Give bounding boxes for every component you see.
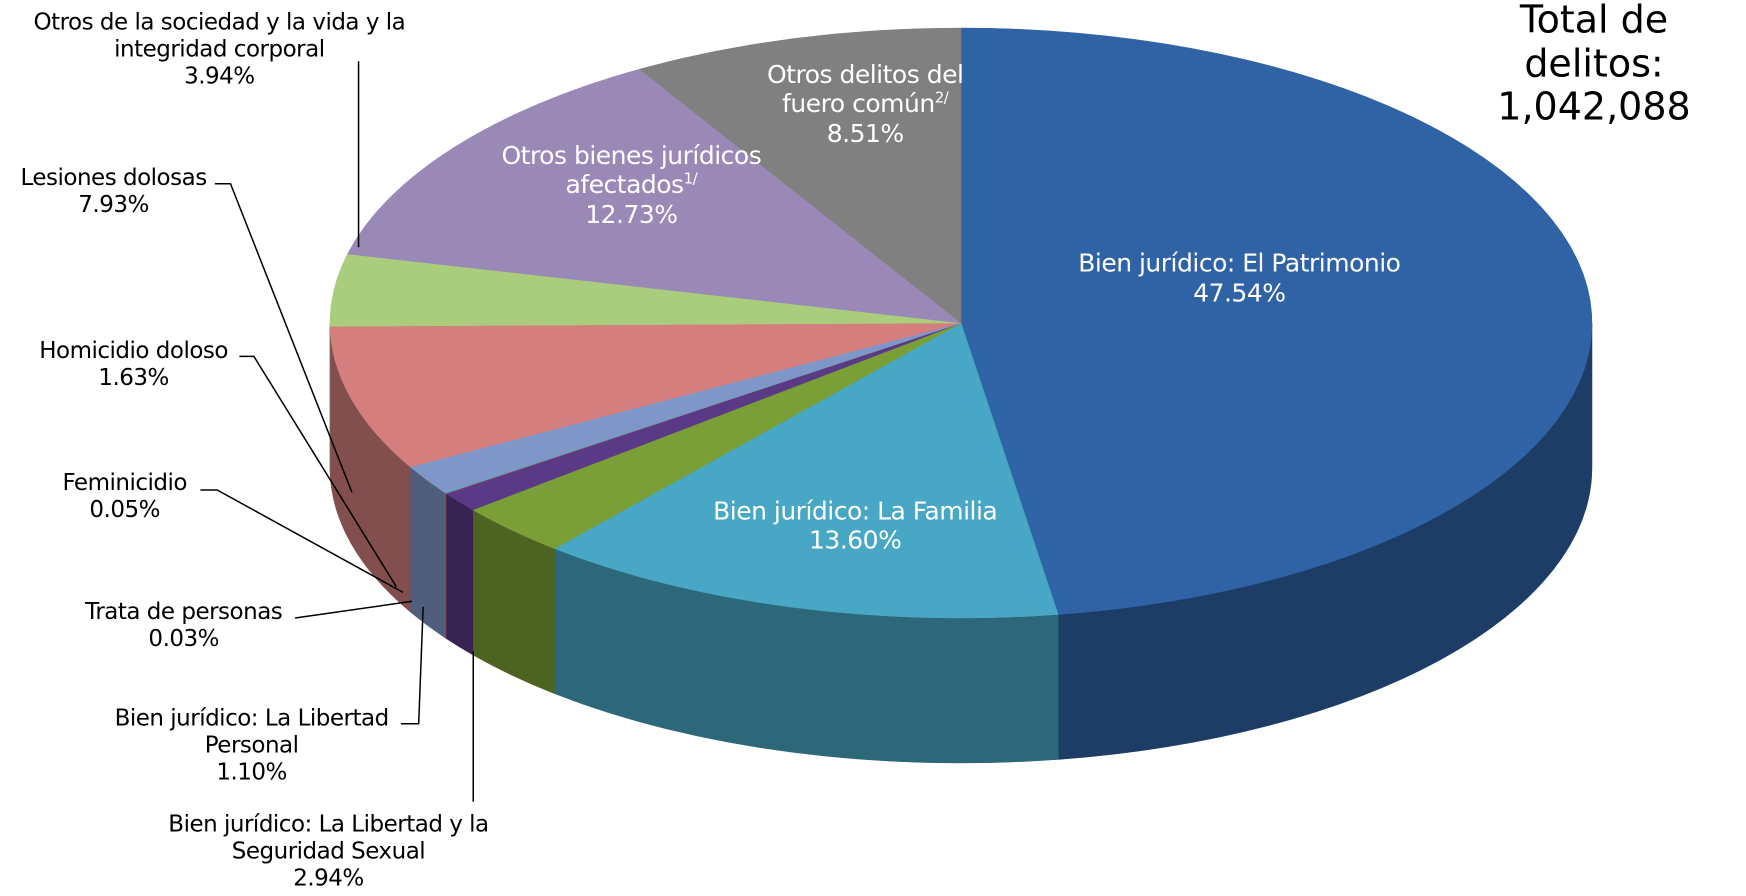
leader-line (294, 600, 413, 619)
category-name: Lesiones dolosas (20, 164, 207, 191)
pie-side (409, 466, 445, 638)
value-label: 13.60% (809, 525, 902, 555)
pie-slice (553, 322, 1059, 619)
top-faces (329, 27, 1593, 619)
slice-label: Feminicidio 0.05% (13, 470, 236, 524)
value-label: 0.03% (148, 625, 220, 652)
category-name: Homicidio doloso (39, 338, 228, 365)
value-label: 1.10% (216, 759, 287, 786)
slice-label: Bien jurídico: La Familia 13.60% (621, 496, 1089, 555)
leader-line (400, 606, 424, 725)
leader-line (239, 355, 398, 588)
side-walls (329, 322, 1593, 764)
pie-slice (960, 27, 1593, 615)
category-name: Feminicidio (62, 469, 187, 496)
value-label: 0.05% (89, 496, 160, 523)
total-value: 1,042,088 (1497, 84, 1691, 129)
slice-label: Bien jurídico: La Libertad Personal 1.10% (107, 705, 397, 786)
value-label: 12.73% (585, 199, 678, 229)
pie-side (446, 493, 474, 656)
slice-label: Trata de personas 0.03% (50, 599, 317, 653)
pie-slice (329, 322, 962, 468)
value-label: 3.94% (184, 63, 255, 90)
slice-label: Otros de la sociedad y la vida y la inte… (13, 9, 425, 90)
category-name: Otros delitos del fuero común (767, 59, 964, 118)
slice-label: Otros delitos del fuero común2/8.51% (737, 59, 993, 148)
slice-label: Lesiones dolosas 7.93% (0, 164, 242, 218)
category-name: Trata de personas (85, 598, 283, 625)
category-name: Otros de la sociedad y la vida y la inte… (33, 9, 406, 63)
category-name: Bien jurídico: La Familia (713, 496, 998, 526)
pie-slice (347, 68, 962, 324)
category-name: Bien jurídico: El Patrimonio (1078, 248, 1401, 278)
category-name: Bien jurídico: La Libertad y la Segurida… (168, 811, 489, 865)
value-label: 47.54% (1193, 278, 1286, 308)
slice-label: Otros bienes jurídicos afectados1/12.73% (487, 141, 777, 230)
slice-label: Bien jurídico: La Libertad y la Segurida… (150, 811, 506, 892)
category-name: Bien jurídico: La Libertad Personal (114, 705, 390, 759)
value-label: 7.93% (78, 191, 149, 218)
footnote-mark: 2/ (934, 88, 949, 107)
total-box: Total de delitos: 1,042,088 (1497, 0, 1690, 130)
slice-label: Homicidio doloso 1.63% (0, 338, 267, 392)
footnote-mark: 1/ (683, 169, 698, 188)
total-title: Total de delitos: (1519, 0, 1669, 86)
leader-line (214, 182, 353, 493)
pie-slice (638, 27, 962, 324)
slice-label: Bien jurídico: El Patrimonio 47.54% (1061, 249, 1417, 308)
value-label: 8.51% (826, 118, 904, 148)
value-label: 2.94% (293, 865, 364, 892)
category-name: Otros bienes jurídicos afectados (501, 140, 762, 200)
value-label: 1.63% (98, 365, 169, 392)
leader-line (200, 489, 404, 594)
